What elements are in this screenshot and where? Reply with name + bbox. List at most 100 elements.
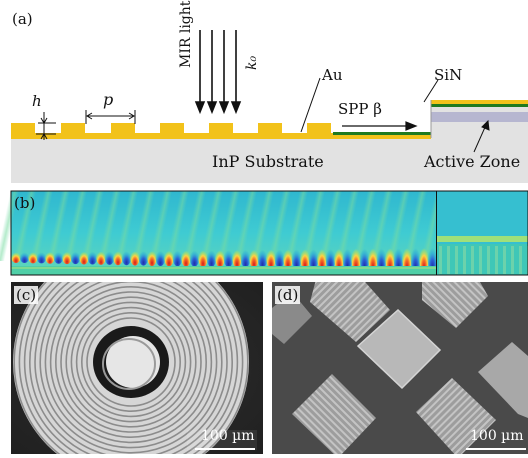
field-coldspot: [172, 245, 183, 267]
field-coldspot: [121, 246, 132, 266]
field-coldspot: [189, 245, 200, 267]
grating-ring: [60, 291, 202, 433]
field-hotspot: [266, 243, 276, 269]
field-coldspot: [325, 242, 336, 270]
panel-d-label: (d): [275, 286, 301, 304]
wavefront-stripe: [284, 191, 309, 261]
field-coldspot: [36, 248, 47, 264]
active-ripple: [455, 246, 458, 274]
grating-ring: [86, 317, 176, 407]
field-hotspot: [317, 242, 327, 270]
field-coldspot: [53, 248, 64, 264]
wavefront-stripe: [165, 191, 190, 261]
sin-label: SiN: [434, 66, 463, 84]
active-zone-layer: [431, 112, 528, 122]
h-dimension: [36, 112, 56, 140]
active-ripple: [495, 246, 498, 274]
incident-light-arrows: [194, 30, 242, 115]
grating-ring: [65, 296, 197, 428]
field-coldspot: [138, 246, 149, 266]
field-hotspot: [181, 245, 191, 267]
wavefront-stripe: [80, 191, 105, 261]
field-coldspot: [291, 243, 302, 269]
field-substrate-band: [11, 266, 436, 275]
mir-light-label: MIR light: [178, 0, 194, 68]
grating-ring: [55, 286, 207, 438]
panel-c: (c) 100 µm: [11, 244, 263, 458]
field-coldspot: [240, 244, 251, 268]
panel-d: (d) 100 µm: [272, 268, 528, 458]
wavefront-stripe: [182, 191, 207, 261]
scale-bar-d: 100 µm: [466, 428, 526, 450]
field-hotspot: [130, 246, 140, 266]
active-ripple: [519, 246, 522, 274]
active-ripple: [447, 246, 450, 274]
wavefront-stripe: [46, 191, 71, 261]
scale-text-c: 100 µm: [201, 428, 255, 444]
field-hotspot: [419, 240, 429, 272]
field-lobes: [11, 240, 438, 272]
field-coldspot: [19, 249, 30, 263]
top-gold-layer: [431, 100, 528, 104]
field-hotspot: [28, 248, 38, 264]
field-coldspot: [274, 243, 285, 269]
panel-b: (b): [0, 188, 528, 280]
active-ripple: [463, 246, 466, 274]
substrate-label: InP Substrate: [212, 152, 324, 171]
wavefront-stripe: [63, 191, 88, 261]
field-hotspot: [249, 243, 259, 269]
spp-arrow: [342, 121, 418, 131]
wavefront-stripe: [0, 191, 20, 261]
sin-pointer: [423, 79, 439, 103]
active-ripple: [511, 246, 514, 274]
field-hotspot: [164, 245, 174, 267]
active-zone-label: Active Zone: [424, 152, 521, 171]
field-coldspot: [393, 240, 404, 272]
panel-c-label: (c): [14, 286, 39, 304]
field-coldspot: [376, 241, 387, 271]
au-pointer: [300, 77, 321, 133]
field-hotspot: [385, 240, 395, 272]
spp-waveguide-layer: [333, 132, 431, 135]
active-zone-pointer: [473, 119, 490, 153]
panel-b-label: (b): [14, 194, 36, 212]
wavefront-stripe: [335, 191, 360, 261]
gold-film: [11, 133, 431, 139]
active-ripple: [439, 246, 442, 274]
inp-substrate: [11, 138, 528, 183]
spp-label: SPP β: [338, 100, 382, 118]
field-hotspot: [79, 247, 89, 265]
sem-image-square-gratings: [272, 268, 528, 458]
field-coldspot: [359, 241, 370, 271]
active-ripple: [471, 246, 474, 274]
field-hotspot: [283, 243, 293, 269]
center-mesa: [106, 336, 160, 388]
p-label: p: [103, 90, 114, 109]
field-hotspot: [45, 248, 55, 264]
field-hotspot: [113, 246, 123, 266]
field-hotspot: [62, 247, 72, 265]
field-coldspot: [155, 246, 166, 266]
grating-ring: [70, 301, 192, 423]
scale-bar-c: 100 µm: [195, 428, 255, 450]
field-coldspot: [206, 244, 217, 268]
field-hotspot: [232, 244, 242, 268]
k0-label: k₀: [244, 55, 260, 70]
field-coldspot: [427, 240, 438, 272]
field-hotspot: [300, 242, 310, 270]
wavefront-stripe: [12, 191, 37, 261]
field-hotspot: [215, 244, 225, 268]
field-coldspot: [104, 247, 115, 265]
field-coldspot: [257, 243, 268, 269]
grating-ring: [81, 311, 182, 413]
sin-layer: [431, 104, 528, 107]
active-ripple: [487, 246, 490, 274]
panel-a-label: (a): [12, 10, 33, 28]
grating-squares: [272, 268, 528, 458]
field-hotspot: [402, 240, 412, 272]
field-hotspot: [198, 244, 208, 268]
gold-grating: [11, 123, 331, 134]
field-coldspot: [410, 240, 421, 272]
field-hotspot: [11, 249, 21, 263]
wavefront-stripe: [301, 191, 326, 261]
